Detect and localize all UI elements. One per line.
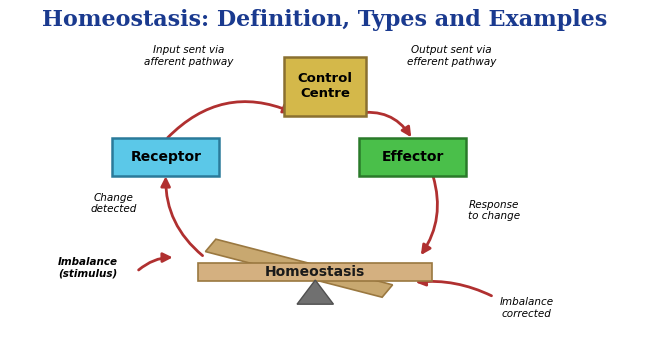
Text: Homeostasis: Homeostasis bbox=[265, 265, 365, 279]
FancyBboxPatch shape bbox=[359, 138, 467, 176]
Text: Change
detected: Change detected bbox=[90, 193, 137, 214]
Polygon shape bbox=[297, 280, 333, 304]
Text: Imbalance
corrected: Imbalance corrected bbox=[499, 297, 554, 319]
Polygon shape bbox=[205, 239, 393, 297]
Text: Output sent via
efferent pathway: Output sent via efferent pathway bbox=[407, 45, 497, 67]
Polygon shape bbox=[198, 263, 432, 281]
FancyBboxPatch shape bbox=[112, 138, 220, 176]
Text: Homeostasis: Definition, Types and Examples: Homeostasis: Definition, Types and Examp… bbox=[42, 9, 608, 31]
Text: Imbalance
(stimulus): Imbalance (stimulus) bbox=[58, 257, 118, 279]
Text: Effector: Effector bbox=[382, 150, 444, 163]
Text: Response
to change: Response to change bbox=[468, 200, 520, 221]
FancyBboxPatch shape bbox=[285, 57, 365, 116]
Text: Control
Centre: Control Centre bbox=[298, 72, 352, 100]
Text: Input sent via
afferent pathway: Input sent via afferent pathway bbox=[144, 45, 233, 67]
Text: Receptor: Receptor bbox=[130, 150, 202, 163]
